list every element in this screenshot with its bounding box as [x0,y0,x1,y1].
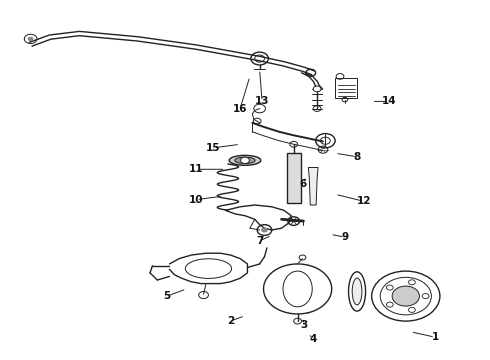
Circle shape [392,286,419,306]
Text: 16: 16 [233,104,247,113]
Text: 6: 6 [300,179,307,189]
Circle shape [261,228,268,233]
Text: 8: 8 [353,152,361,162]
Text: 3: 3 [300,320,307,330]
Text: 1: 1 [431,332,439,342]
Circle shape [28,37,33,41]
Ellipse shape [229,156,261,165]
Text: 4: 4 [310,334,317,344]
Text: 5: 5 [164,291,171,301]
Text: 11: 11 [189,164,203,174]
Text: 15: 15 [206,143,220,153]
Circle shape [313,86,321,92]
Text: 7: 7 [256,236,263,246]
Text: 13: 13 [255,96,270,107]
Text: 10: 10 [189,195,203,204]
Circle shape [241,157,249,163]
Ellipse shape [235,157,255,163]
Polygon shape [308,167,318,205]
Text: 2: 2 [227,316,234,326]
Text: 12: 12 [357,197,371,206]
Polygon shape [287,153,300,203]
Text: 9: 9 [342,232,348,242]
Text: 14: 14 [381,96,396,107]
Ellipse shape [352,278,362,305]
